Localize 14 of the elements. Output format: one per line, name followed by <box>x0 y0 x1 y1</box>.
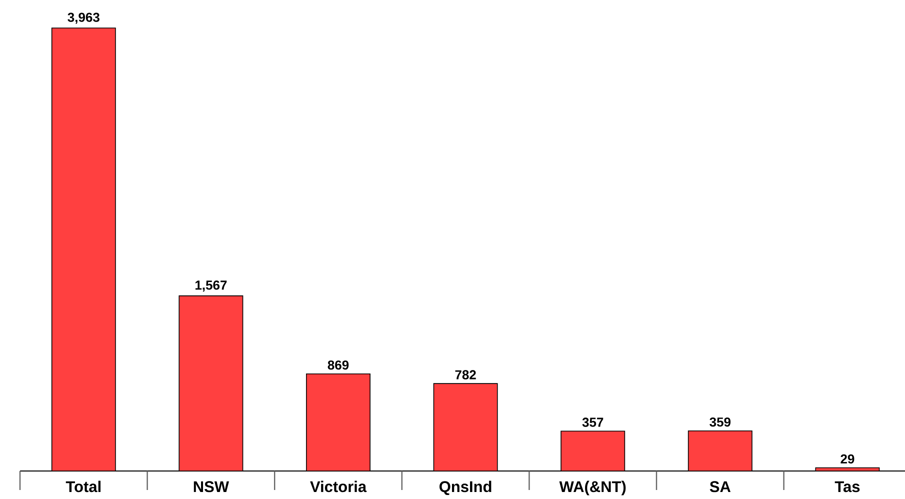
data-label: 359 <box>710 417 731 427</box>
x-tick-label: Total <box>66 480 100 492</box>
data-label: 29 <box>840 454 854 464</box>
x-tick-label: Victoria <box>310 480 367 492</box>
data-label: 869 <box>328 360 349 370</box>
x-tick-label: WA(&NT) <box>559 480 626 496</box>
data-label: 3,963 <box>68 12 100 24</box>
x-tick-label: Tas <box>834 481 860 492</box>
data-label: 1,567 <box>196 280 227 292</box>
x-tick-label: SA <box>710 481 731 492</box>
data-label: 782 <box>455 370 476 380</box>
x-tick-label: NSW <box>194 481 230 492</box>
x-tick-label: QnsInd <box>440 480 492 496</box>
data-label: 357 <box>582 418 604 427</box>
